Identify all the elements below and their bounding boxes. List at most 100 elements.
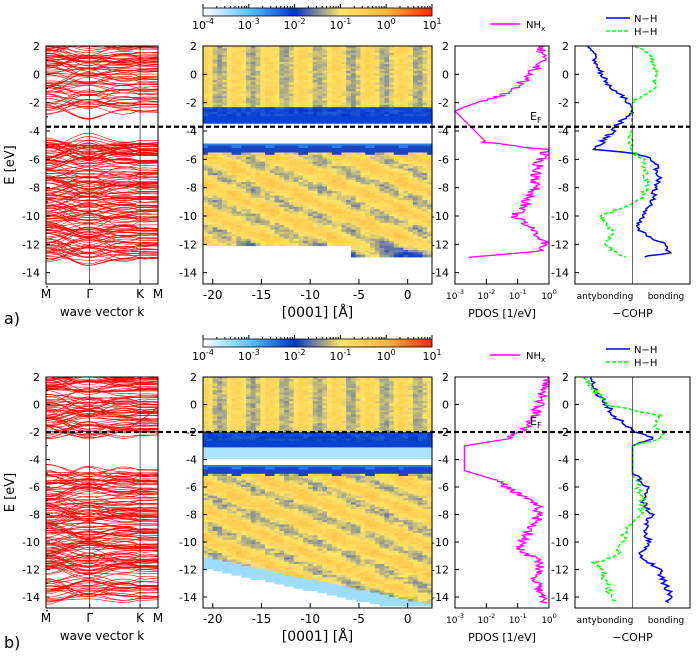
heatmap-cell bbox=[350, 161, 357, 165]
colorbar-tick-label: 101 bbox=[422, 17, 441, 32]
heatmap-cell bbox=[298, 388, 304, 391]
heatmap-cell bbox=[379, 236, 385, 240]
heatmap-cell bbox=[250, 231, 257, 235]
heatmap-cell bbox=[379, 379, 385, 382]
heatmap-cell bbox=[379, 82, 385, 86]
heatmap-cell bbox=[284, 68, 290, 72]
heatmap-cell bbox=[236, 75, 242, 79]
heatmap-cell bbox=[217, 182, 223, 185]
heatmap-cell bbox=[322, 116, 328, 120]
heatmap-cell bbox=[408, 175, 414, 179]
heatmap-cell bbox=[398, 191, 404, 194]
heatmap-cell bbox=[393, 95, 400, 99]
heatmap-cell bbox=[317, 186, 323, 190]
heatmap-cell bbox=[422, 200, 428, 203]
band-line bbox=[46, 505, 158, 523]
heatmap-cell bbox=[303, 238, 309, 242]
heatmap-cell bbox=[231, 64, 237, 67]
heatmap-cell bbox=[336, 170, 342, 174]
heatmap-cell bbox=[255, 61, 261, 65]
heatmap-cell bbox=[422, 193, 428, 197]
heatmap-cell bbox=[274, 80, 280, 83]
heatmap-cell bbox=[212, 161, 218, 165]
heatmap-cell bbox=[293, 383, 299, 387]
heatmap-cell bbox=[341, 193, 347, 197]
heatmap-cell bbox=[298, 59, 304, 63]
heatmap-cell bbox=[212, 193, 218, 197]
heatmap-cell bbox=[269, 197, 276, 201]
heatmap-cell bbox=[207, 148, 214, 151]
heatmap-cell bbox=[422, 209, 428, 213]
heatmap-cell bbox=[293, 240, 299, 244]
heatmap-cell bbox=[403, 111, 409, 115]
band-line bbox=[46, 236, 158, 252]
heatmap-cell bbox=[260, 95, 266, 99]
heatmap-cell bbox=[350, 145, 357, 149]
band-line bbox=[46, 417, 158, 430]
band-line bbox=[46, 137, 158, 154]
heatmap-cell bbox=[245, 159, 252, 163]
heatmap-cell bbox=[279, 107, 285, 111]
heatmap-cell bbox=[412, 216, 419, 219]
x-tick-label-base: 10 bbox=[541, 292, 553, 302]
band-line bbox=[46, 552, 158, 567]
heatmap-cell bbox=[317, 211, 323, 215]
heatmap-cell bbox=[370, 388, 376, 391]
heatmap-cell bbox=[308, 148, 314, 151]
heatmap-cell bbox=[288, 209, 295, 213]
heatmap-cell bbox=[412, 193, 419, 197]
heatmap-cell bbox=[255, 188, 261, 192]
heatmap-cell bbox=[360, 184, 366, 188]
heatmap-cell bbox=[303, 84, 309, 88]
heatmap-cell bbox=[403, 254, 409, 258]
heatmap-cell bbox=[427, 93, 433, 97]
heatmap-cell bbox=[312, 86, 319, 90]
heatmap-cell bbox=[327, 98, 333, 101]
heatmap-cell bbox=[279, 163, 285, 167]
heatmap-cell bbox=[403, 163, 409, 167]
heatmap-cell bbox=[427, 152, 433, 156]
band-line bbox=[46, 139, 158, 147]
heatmap-cell bbox=[370, 247, 376, 251]
heatmap-cell bbox=[379, 159, 385, 163]
heatmap-cell bbox=[417, 84, 424, 88]
band-line bbox=[46, 83, 158, 86]
heatmap-cell bbox=[226, 107, 233, 111]
heatmap-cell bbox=[308, 213, 314, 217]
heatmap-cell bbox=[269, 168, 276, 172]
heatmap-cell bbox=[274, 236, 280, 240]
heatmap-cell bbox=[207, 377, 214, 380]
heatmap-cell bbox=[317, 193, 323, 197]
heatmap-cell bbox=[360, 120, 366, 124]
heatmap-cell bbox=[341, 211, 347, 215]
heatmap-cell bbox=[370, 206, 376, 210]
heatmap-cell bbox=[331, 70, 338, 74]
heatmap-cell bbox=[374, 225, 381, 228]
heatmap-cell bbox=[327, 381, 333, 385]
heatmap-cell bbox=[236, 64, 242, 67]
heatmap-cell bbox=[398, 159, 404, 163]
heatmap-cell bbox=[408, 182, 414, 185]
heatmap-cell bbox=[341, 191, 347, 194]
heatmap-cell bbox=[222, 220, 228, 224]
heatmap-cell bbox=[236, 116, 242, 120]
heatmap-cell bbox=[260, 172, 266, 176]
heatmap-cell bbox=[231, 150, 237, 154]
heatmap-cell bbox=[403, 157, 409, 160]
heatmap-cell bbox=[355, 172, 362, 176]
heatmap-cell bbox=[308, 152, 314, 156]
heatmap-cell bbox=[231, 236, 237, 240]
band-line bbox=[46, 526, 158, 541]
heatmap-cell bbox=[203, 77, 209, 81]
heatmap-cell bbox=[327, 379, 333, 382]
heatmap-cell bbox=[374, 240, 381, 244]
heatmap-cell bbox=[327, 91, 333, 95]
heatmap-cell bbox=[412, 86, 419, 90]
heatmap-cell bbox=[374, 211, 381, 215]
band-line bbox=[46, 207, 158, 222]
heatmap-cell bbox=[384, 159, 390, 163]
heatmap-cell bbox=[403, 193, 409, 197]
heatmap-cell bbox=[331, 57, 338, 61]
heatmap-cell bbox=[417, 206, 424, 210]
heatmap-cell bbox=[327, 191, 333, 194]
